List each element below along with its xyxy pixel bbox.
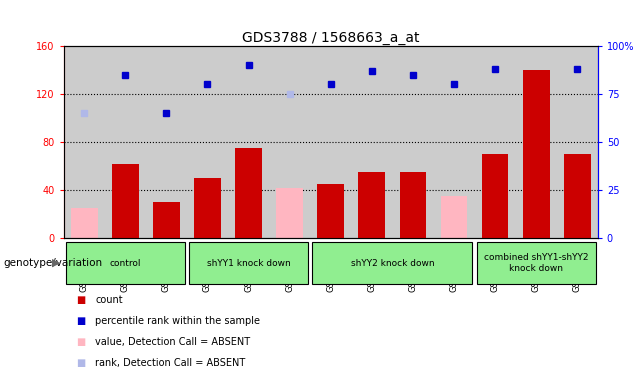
Text: shYY1 knock down: shYY1 knock down xyxy=(207,258,291,268)
Text: ■: ■ xyxy=(76,316,86,326)
Text: genotype/variation: genotype/variation xyxy=(3,258,102,268)
Text: rank, Detection Call = ABSENT: rank, Detection Call = ABSENT xyxy=(95,358,245,368)
Text: ■: ■ xyxy=(76,337,86,347)
Bar xyxy=(276,188,303,238)
Bar xyxy=(112,164,139,238)
Text: control: control xyxy=(109,258,141,268)
Bar xyxy=(71,208,97,238)
Bar xyxy=(476,242,596,284)
Text: value, Detection Call = ABSENT: value, Detection Call = ABSENT xyxy=(95,337,251,347)
Text: ■: ■ xyxy=(76,295,86,305)
Bar xyxy=(194,178,221,238)
Bar xyxy=(235,148,262,238)
Bar xyxy=(189,242,308,284)
Bar xyxy=(317,184,344,238)
Bar xyxy=(359,172,385,238)
Text: ■: ■ xyxy=(76,358,86,368)
Bar xyxy=(564,154,591,238)
Text: count: count xyxy=(95,295,123,305)
Bar xyxy=(399,172,426,238)
Bar xyxy=(481,154,508,238)
Text: shYY2 knock down: shYY2 knock down xyxy=(350,258,434,268)
Bar xyxy=(312,242,473,284)
Text: ▶: ▶ xyxy=(52,258,60,268)
Text: percentile rank within the sample: percentile rank within the sample xyxy=(95,316,260,326)
Bar xyxy=(523,70,550,238)
Title: GDS3788 / 1568663_a_at: GDS3788 / 1568663_a_at xyxy=(242,31,420,45)
Text: combined shYY1-shYY2
knock down: combined shYY1-shYY2 knock down xyxy=(484,253,588,273)
Bar xyxy=(66,242,185,284)
Bar xyxy=(441,196,467,238)
Bar xyxy=(153,202,180,238)
